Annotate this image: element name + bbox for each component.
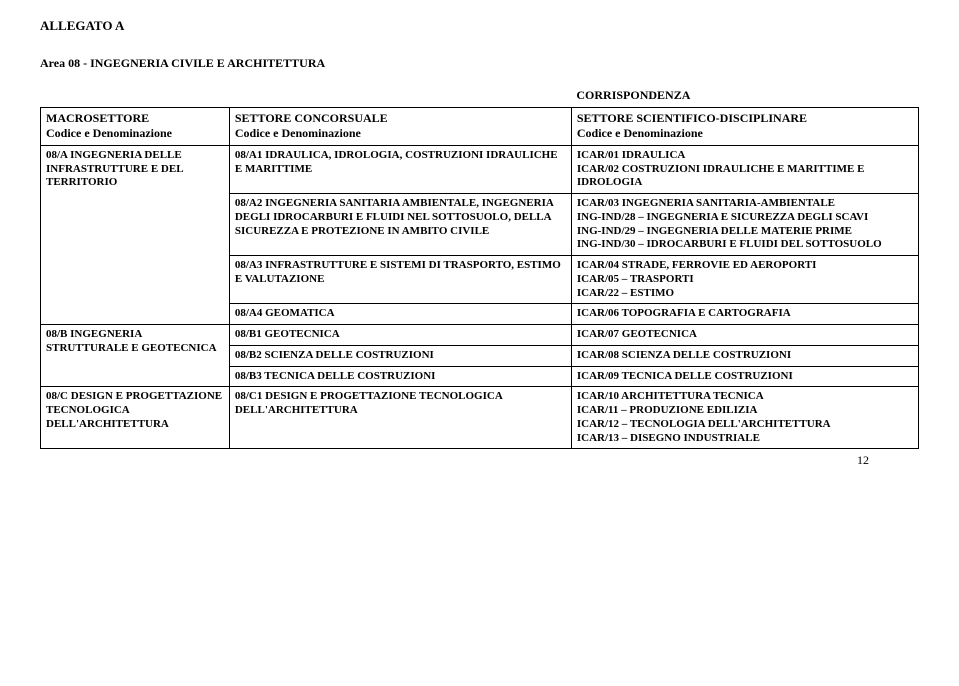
header-settore-scientifico: SETTORE SCIENTIFICO-DISCIPLINARE Codice …: [571, 107, 918, 145]
blank-cell: [229, 85, 571, 107]
cell-text: 08/C DESIGN E PROGETTAZIONE TECNOLOGICA …: [46, 390, 222, 430]
header-text: SETTORE CONCORSUALE: [235, 111, 388, 125]
table-row: 08/C DESIGN E PROGETTAZIONE TECNOLOGICA …: [41, 387, 919, 449]
macrosettore-cell: 08/B INGEGNERIA STRUTTURALE E GEOTECNICA: [41, 325, 230, 387]
page: ALLEGATO A Area 08 - INGEGNERIA CIVILE E…: [0, 0, 959, 478]
blank-cell: [41, 85, 230, 107]
cell-text: 08/C1 DESIGN E PROGETTAZIONE TECNOLOGICA…: [235, 390, 502, 416]
table-row: 08/B INGEGNERIA STRUTTURALE E GEOTECNICA…: [41, 325, 919, 346]
cell-text: ICAR/03 INGEGNERIA SANITARIA-AMBIENTALEI…: [577, 197, 882, 250]
macrosettore-cell: 08/A INGEGNERIA DELLE INFRASTRUTTURE E D…: [41, 145, 230, 324]
settore-cell: 08/B3 TECNICA DELLE COSTRUZIONI: [229, 366, 571, 387]
cell-text: 08/A INGEGNERIA DELLE INFRASTRUTTURE E D…: [46, 149, 183, 189]
cell-text: 08/A2 INGEGNERIA SANITARIA AMBIENTALE, I…: [235, 197, 553, 237]
settore-cell: 08/C1 DESIGN E PROGETTAZIONE TECNOLOGICA…: [229, 387, 571, 449]
cell-text: 08/B3 TECNICA DELLE COSTRUZIONI: [235, 370, 436, 382]
header-text: Codice e Denominazione: [46, 126, 172, 140]
allegato-title: ALLEGATO A: [40, 18, 919, 34]
header-text: SETTORE SCIENTIFICO-DISCIPLINARE: [577, 111, 807, 125]
cell-text: ICAR/10 ARCHITETTURA TECNICAICAR/11 – PR…: [577, 390, 831, 443]
header-text: Codice e Denominazione: [577, 126, 703, 140]
ssd-cell: ICAR/01 IDRAULICAICAR/02 COSTRUZIONI IDR…: [571, 145, 918, 193]
cell-text: 08/A3 INFRASTRUTTURE E SISTEMI DI TRASPO…: [235, 259, 561, 285]
correspondence-cell: CORRISPONDENZA: [571, 85, 918, 107]
correspondence-row: CORRISPONDENZA: [41, 85, 919, 107]
cell-text: ICAR/08 SCIENZA DELLE COSTRUZIONI: [577, 349, 791, 361]
page-number: 12: [40, 453, 919, 468]
cell-text: 08/A4 GEOMATICA: [235, 307, 335, 319]
header-row: MACROSETTORE Codice e Denominazione SETT…: [41, 107, 919, 145]
ssd-cell: ICAR/04 STRADE, FERROVIE ED AEROPORTIICA…: [571, 256, 918, 304]
correspondence-label: CORRISPONDENZA: [576, 88, 690, 102]
ssd-cell: ICAR/10 ARCHITETTURA TECNICAICAR/11 – PR…: [571, 387, 918, 449]
macrosettore-cell: 08/C DESIGN E PROGETTAZIONE TECNOLOGICA …: [41, 387, 230, 449]
settore-cell: 08/A3 INFRASTRUTTURE E SISTEMI DI TRASPO…: [229, 256, 571, 304]
table-row: 08/A INGEGNERIA DELLE INFRASTRUTTURE E D…: [41, 145, 919, 193]
cell-text: 08/A1 IDRAULICA, IDROLOGIA, COSTRUZIONI …: [235, 149, 558, 175]
settore-cell: 08/B1 GEOTECNICA: [229, 325, 571, 346]
main-table: CORRISPONDENZA MACROSETTORE Codice e Den…: [40, 85, 919, 449]
header-text: Codice e Denominazione: [235, 126, 361, 140]
settore-cell: 08/A1 IDRAULICA, IDROLOGIA, COSTRUZIONI …: [229, 145, 571, 193]
cell-text: ICAR/01 IDRAULICAICAR/02 COSTRUZIONI IDR…: [577, 149, 865, 189]
ssd-cell: ICAR/07 GEOTECNICA: [571, 325, 918, 346]
cell-text: 08/B1 GEOTECNICA: [235, 328, 340, 340]
header-text: MACROSETTORE: [46, 111, 149, 125]
ssd-cell: ICAR/03 INGEGNERIA SANITARIA-AMBIENTALEI…: [571, 194, 918, 256]
cell-text: 08/B2 SCIENZA DELLE COSTRUZIONI: [235, 349, 434, 361]
cell-text: 08/B INGEGNERIA STRUTTURALE E GEOTECNICA: [46, 328, 217, 354]
settore-cell: 08/A4 GEOMATICA: [229, 304, 571, 325]
cell-text: ICAR/04 STRADE, FERROVIE ED AEROPORTIICA…: [577, 259, 817, 299]
cell-text: ICAR/06 TOPOGRAFIA E CARTOGRAFIA: [577, 307, 791, 319]
area-title: Area 08 - INGEGNERIA CIVILE E ARCHITETTU…: [40, 56, 919, 71]
settore-cell: 08/A2 INGEGNERIA SANITARIA AMBIENTALE, I…: [229, 194, 571, 256]
cell-text: ICAR/07 GEOTECNICA: [577, 328, 697, 340]
header-macrosettore: MACROSETTORE Codice e Denominazione: [41, 107, 230, 145]
cell-text: ICAR/09 TECNICA DELLE COSTRUZIONI: [577, 370, 793, 382]
settore-cell: 08/B2 SCIENZA DELLE COSTRUZIONI: [229, 345, 571, 366]
ssd-cell: ICAR/09 TECNICA DELLE COSTRUZIONI: [571, 366, 918, 387]
ssd-cell: ICAR/06 TOPOGRAFIA E CARTOGRAFIA: [571, 304, 918, 325]
header-settore-concorsuale: SETTORE CONCORSUALE Codice e Denominazio…: [229, 107, 571, 145]
ssd-cell: ICAR/08 SCIENZA DELLE COSTRUZIONI: [571, 345, 918, 366]
